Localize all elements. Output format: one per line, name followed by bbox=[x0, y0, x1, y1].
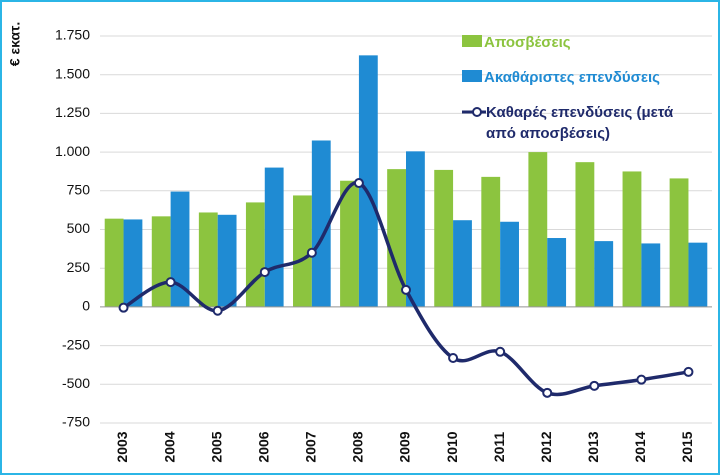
bar bbox=[641, 243, 661, 307]
y-tick-label: 1.000 bbox=[55, 143, 90, 159]
line-marker bbox=[542, 387, 553, 398]
legend-label: Καθαρές επενδύσεις (μετά από αποσβέσεις) bbox=[486, 104, 674, 142]
bar bbox=[575, 162, 595, 307]
legend-item: Ακαθάριστες επενδύσεις bbox=[462, 67, 694, 88]
y-tick-label: 1.250 bbox=[55, 104, 90, 120]
legend-swatch bbox=[462, 107, 486, 117]
x-tick-label: 2007 bbox=[303, 431, 319, 462]
x-tick-label: 2010 bbox=[444, 431, 460, 462]
bar bbox=[622, 171, 642, 307]
x-tick-label: 2003 bbox=[114, 431, 130, 462]
x-tick-label: 2015 bbox=[679, 431, 695, 462]
bar bbox=[264, 167, 284, 307]
line-marker bbox=[353, 178, 364, 189]
x-tick-label: 2004 bbox=[161, 431, 177, 462]
line-marker bbox=[683, 366, 694, 377]
y-tick-label: 500 bbox=[67, 220, 91, 236]
bar bbox=[104, 218, 124, 307]
x-tick-label: 2008 bbox=[350, 431, 366, 462]
y-axis-label: € εκατ. bbox=[7, 22, 23, 66]
bar bbox=[293, 195, 312, 307]
line-marker bbox=[165, 277, 176, 288]
bar bbox=[340, 180, 359, 307]
line-marker bbox=[495, 346, 506, 357]
line-marker bbox=[212, 305, 223, 316]
y-tick-label: -250 bbox=[62, 336, 90, 352]
legend-swatch bbox=[462, 70, 482, 82]
y-tick-label: 0 bbox=[82, 298, 90, 314]
bar bbox=[481, 176, 501, 307]
bar bbox=[217, 214, 237, 307]
bar bbox=[387, 169, 406, 307]
line-marker bbox=[448, 352, 459, 363]
bar bbox=[547, 238, 567, 307]
bar bbox=[245, 202, 265, 307]
y-tick-label: 1.500 bbox=[55, 65, 90, 81]
bar bbox=[406, 151, 425, 307]
line-marker bbox=[306, 247, 317, 258]
x-tick-label: 2013 bbox=[585, 431, 601, 462]
x-tick-label: 2006 bbox=[255, 431, 271, 462]
legend-swatch bbox=[462, 35, 482, 47]
bar bbox=[669, 178, 689, 307]
y-tick-label: -500 bbox=[62, 375, 90, 391]
legend: Αποσβέσεις Ακαθάριστες επενδύσεις Καθαρές … bbox=[462, 32, 694, 158]
legend-item: Καθαρές επενδύσεις (μετά από αποσβέσεις) bbox=[462, 102, 694, 144]
bar bbox=[528, 152, 548, 307]
bar bbox=[198, 212, 218, 307]
line-marker bbox=[259, 267, 270, 278]
bar bbox=[151, 216, 171, 307]
legend-item: Αποσβέσεις bbox=[462, 32, 694, 53]
x-tick-label: 2011 bbox=[491, 432, 507, 463]
bar bbox=[434, 169, 454, 307]
bar bbox=[688, 242, 708, 307]
bar bbox=[453, 220, 472, 307]
bar bbox=[170, 191, 190, 307]
y-tick-label: -750 bbox=[62, 414, 90, 430]
x-tick-label: 2014 bbox=[632, 431, 648, 462]
y-tick-label: 250 bbox=[67, 259, 91, 275]
bar bbox=[311, 140, 331, 307]
x-tick-label: 2009 bbox=[397, 431, 413, 462]
y-tick-label: 750 bbox=[67, 182, 91, 198]
y-tick-label: 1.750 bbox=[55, 27, 90, 43]
x-tick-label: 2005 bbox=[208, 431, 224, 462]
bar bbox=[594, 241, 614, 307]
grid bbox=[100, 35, 712, 424]
legend-label: Αποσβέσεις bbox=[484, 34, 571, 51]
line-marker bbox=[118, 302, 129, 313]
bar bbox=[500, 221, 519, 307]
legend-label: Ακαθάριστες επενδύσεις bbox=[484, 69, 660, 86]
x-tick-label: 2012 bbox=[538, 431, 554, 462]
line-marker bbox=[636, 374, 647, 385]
bar bbox=[358, 55, 378, 307]
line-marker bbox=[401, 284, 411, 295]
bar bbox=[123, 219, 143, 307]
line-marker bbox=[589, 380, 600, 391]
